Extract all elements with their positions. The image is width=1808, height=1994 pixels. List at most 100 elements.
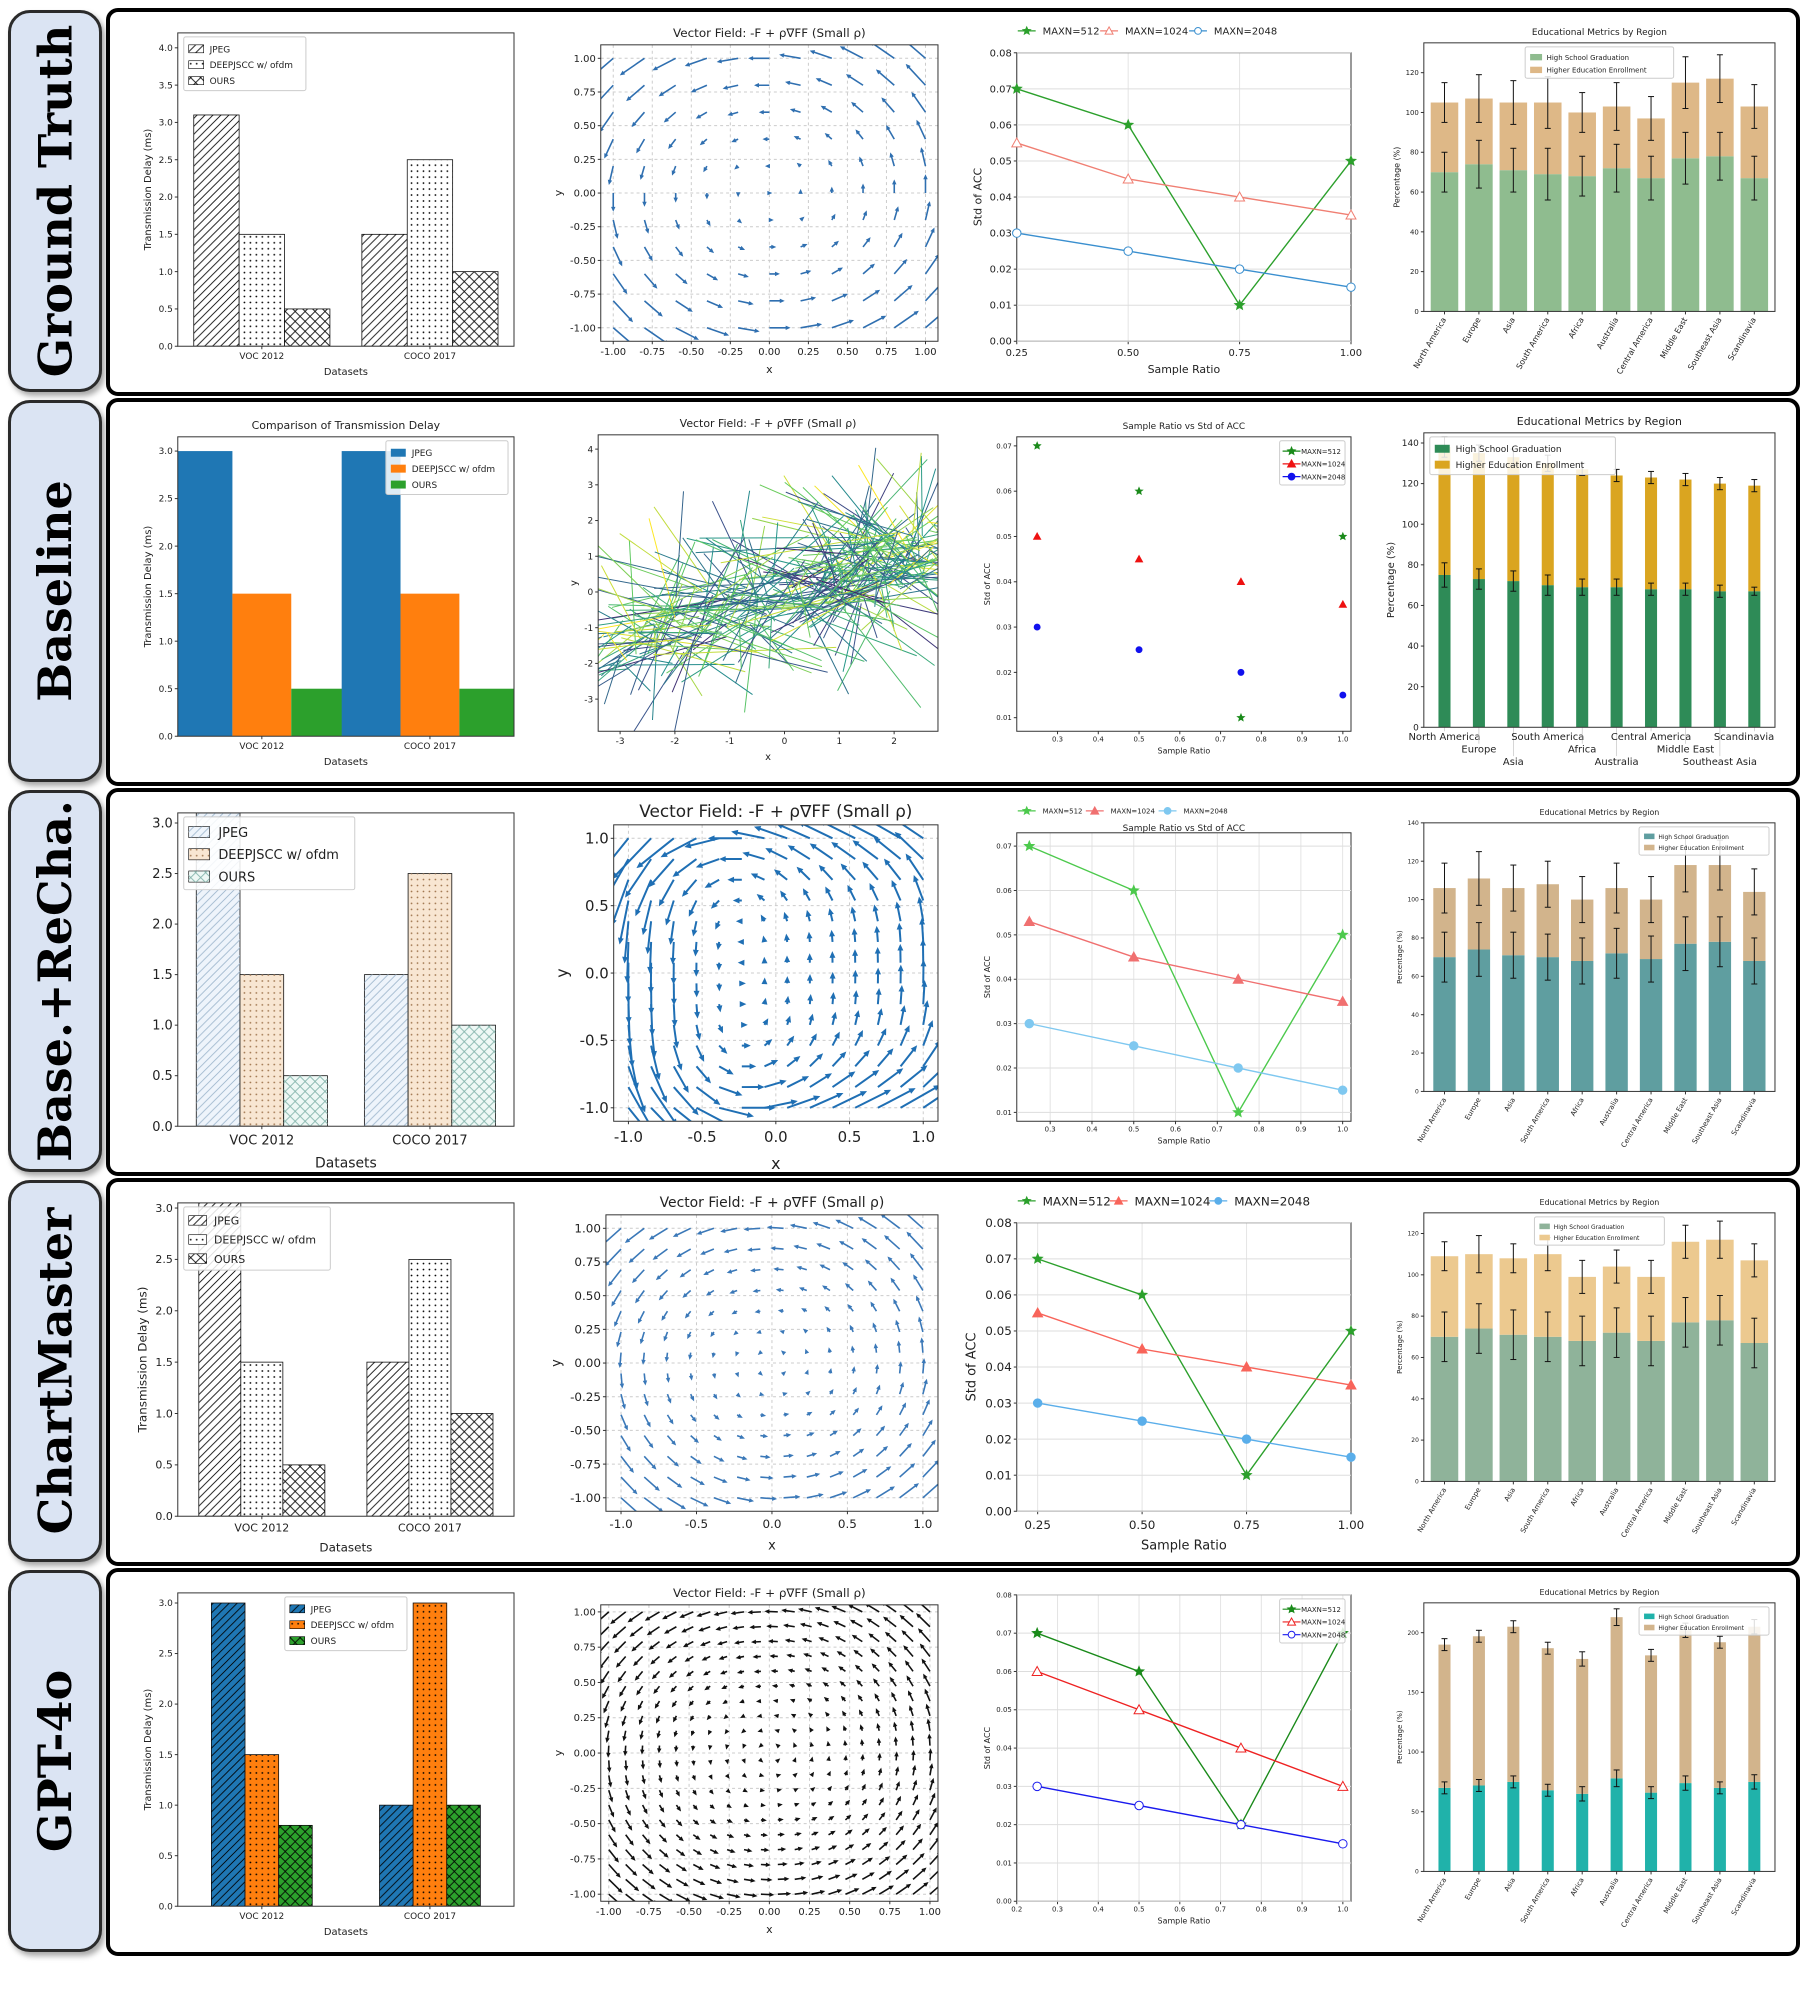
arrow-head bbox=[844, 1799, 850, 1806]
arrow-head bbox=[917, 1838, 923, 1844]
y-tick-label: 20 bbox=[1410, 268, 1419, 276]
arrow-head bbox=[713, 1611, 719, 1617]
vector-arrow bbox=[936, 531, 938, 533]
vector-arrow bbox=[611, 1290, 622, 1305]
vector-arrow bbox=[620, 1414, 628, 1429]
row-charts: VOC 2012 COCO 2017 0.0 0.5 1.0 1.5 2.0 2.5 3.0 Tr… bbox=[106, 1568, 1800, 1956]
y-tick-label: 0.0 bbox=[159, 342, 174, 352]
arrow-head bbox=[793, 1055, 801, 1063]
arrow-head bbox=[810, 1802, 817, 1807]
arrow-head bbox=[672, 870, 680, 877]
arrow-head bbox=[799, 216, 805, 222]
arrow-head bbox=[750, 1878, 756, 1883]
arrow-head bbox=[858, 1448, 865, 1454]
arrow-head bbox=[730, 1610, 736, 1616]
arrow-head bbox=[930, 1439, 936, 1445]
arrow-head bbox=[830, 841, 839, 849]
line-chart: 0.3 0.4 0.5 0.6 0.7 0.8 0.9 1.00.010.020.030.04… bbox=[983, 422, 1352, 756]
legend-label: MAXN=512 bbox=[1043, 27, 1100, 38]
arrow-head bbox=[743, 1803, 749, 1808]
vector-arrow bbox=[945, 509, 953, 565]
vector-arrow bbox=[850, 1605, 863, 1613]
arrow-head bbox=[865, 237, 871, 243]
arrow-head bbox=[621, 1721, 626, 1727]
arrow-head bbox=[909, 1253, 915, 1259]
bar-chart: VOC 2012 COCO 20170.00.51.01.52.02.53.0Co… bbox=[143, 419, 515, 768]
arrow-head bbox=[833, 1860, 839, 1865]
arrow-head bbox=[884, 1631, 890, 1637]
circle-marker bbox=[1033, 1398, 1043, 1408]
arrow-head bbox=[622, 1751, 628, 1757]
vector-arrow bbox=[901, 539, 938, 546]
bar-segment bbox=[1568, 176, 1596, 312]
y-tick-label: 1.00 bbox=[574, 1221, 601, 1235]
arrow-head bbox=[854, 1664, 860, 1670]
legend-box bbox=[284, 1596, 408, 1652]
vector-arrow bbox=[852, 1469, 866, 1478]
y-axis-label: Percentage (%) bbox=[1386, 542, 1397, 618]
arrow-head bbox=[630, 1855, 636, 1861]
x-tick-label: 1.0 bbox=[1338, 736, 1349, 744]
arrow-head bbox=[847, 1829, 853, 1835]
star-marker bbox=[1031, 1626, 1044, 1639]
arrow-head bbox=[915, 1295, 920, 1301]
x-tick-label: 0.4 bbox=[1093, 1906, 1105, 1914]
vector-arrow bbox=[922, 1042, 938, 1067]
x-tick-label: 0.8 bbox=[1256, 1906, 1267, 1914]
arrow-head bbox=[695, 862, 703, 868]
y-tick-label: 60 bbox=[1411, 973, 1419, 980]
arrow-head bbox=[888, 1661, 893, 1668]
x-tick-label: 0.3 bbox=[1052, 736, 1063, 744]
legend-box bbox=[1429, 436, 1616, 476]
arrow-head bbox=[940, 1880, 945, 1885]
arrow-head bbox=[922, 1673, 928, 1680]
y-tick-label: 0.0 bbox=[156, 1510, 173, 1523]
vector-arrow bbox=[902, 567, 938, 597]
vector-arrow bbox=[600, 1626, 610, 1636]
vector-arrow bbox=[893, 286, 911, 302]
triangle-marker bbox=[1337, 995, 1349, 1006]
arrow-head bbox=[593, 101, 598, 106]
vector-arrow bbox=[922, 1096, 938, 1109]
arrow-head bbox=[883, 1089, 891, 1096]
vector-arrow bbox=[660, 646, 679, 677]
arrow-head bbox=[863, 1813, 869, 1819]
arrow-head bbox=[812, 1095, 821, 1102]
x-tick-label: 0 bbox=[781, 737, 787, 747]
vector-arrow bbox=[812, 844, 833, 860]
y-tick-label: -0.50 bbox=[570, 1424, 601, 1438]
series-maxn-2048 bbox=[1024, 1018, 1348, 1095]
arrow-head bbox=[814, 1606, 820, 1612]
arrow-head bbox=[881, 1826, 887, 1832]
vector-arrow bbox=[666, 1455, 678, 1466]
plot-frame bbox=[177, 436, 515, 737]
x-tick-label: North America bbox=[1416, 1096, 1448, 1144]
y-axis-label: Transmission Delay (ms) bbox=[143, 1689, 154, 1812]
arrow-head bbox=[686, 1333, 692, 1340]
vector-arrow bbox=[660, 596, 680, 640]
x-tick-label: 0.9 bbox=[1297, 736, 1308, 744]
vector-arrow bbox=[613, 879, 630, 923]
bar-segment bbox=[1713, 1642, 1726, 1788]
triangle-marker bbox=[1128, 951, 1140, 962]
y-tick-label: 0.01 bbox=[985, 1468, 1012, 1482]
circle-marker bbox=[1346, 1452, 1356, 1462]
y-tick-label: -0.75 bbox=[570, 1457, 601, 1471]
arrow-head bbox=[648, 255, 653, 262]
arrow-head bbox=[899, 36, 904, 41]
bar-hatch bbox=[239, 234, 285, 347]
arrow-head bbox=[628, 1257, 634, 1263]
arrow-head bbox=[879, 1797, 884, 1803]
vector-arrow bbox=[597, 636, 688, 648]
arrow-head bbox=[607, 1782, 613, 1788]
stacked-bars bbox=[1430, 54, 1768, 312]
vector-arrow bbox=[906, 856, 924, 881]
y-tick-label: 0.5 bbox=[152, 1069, 173, 1084]
arrow-head bbox=[723, 331, 729, 336]
arrow-head bbox=[760, 914, 767, 922]
bar-segment bbox=[1472, 1636, 1485, 1786]
star-marker bbox=[1345, 154, 1358, 167]
arrow-head bbox=[810, 296, 816, 301]
vector-arrow bbox=[868, 1619, 880, 1628]
circle-marker bbox=[1024, 1018, 1035, 1029]
